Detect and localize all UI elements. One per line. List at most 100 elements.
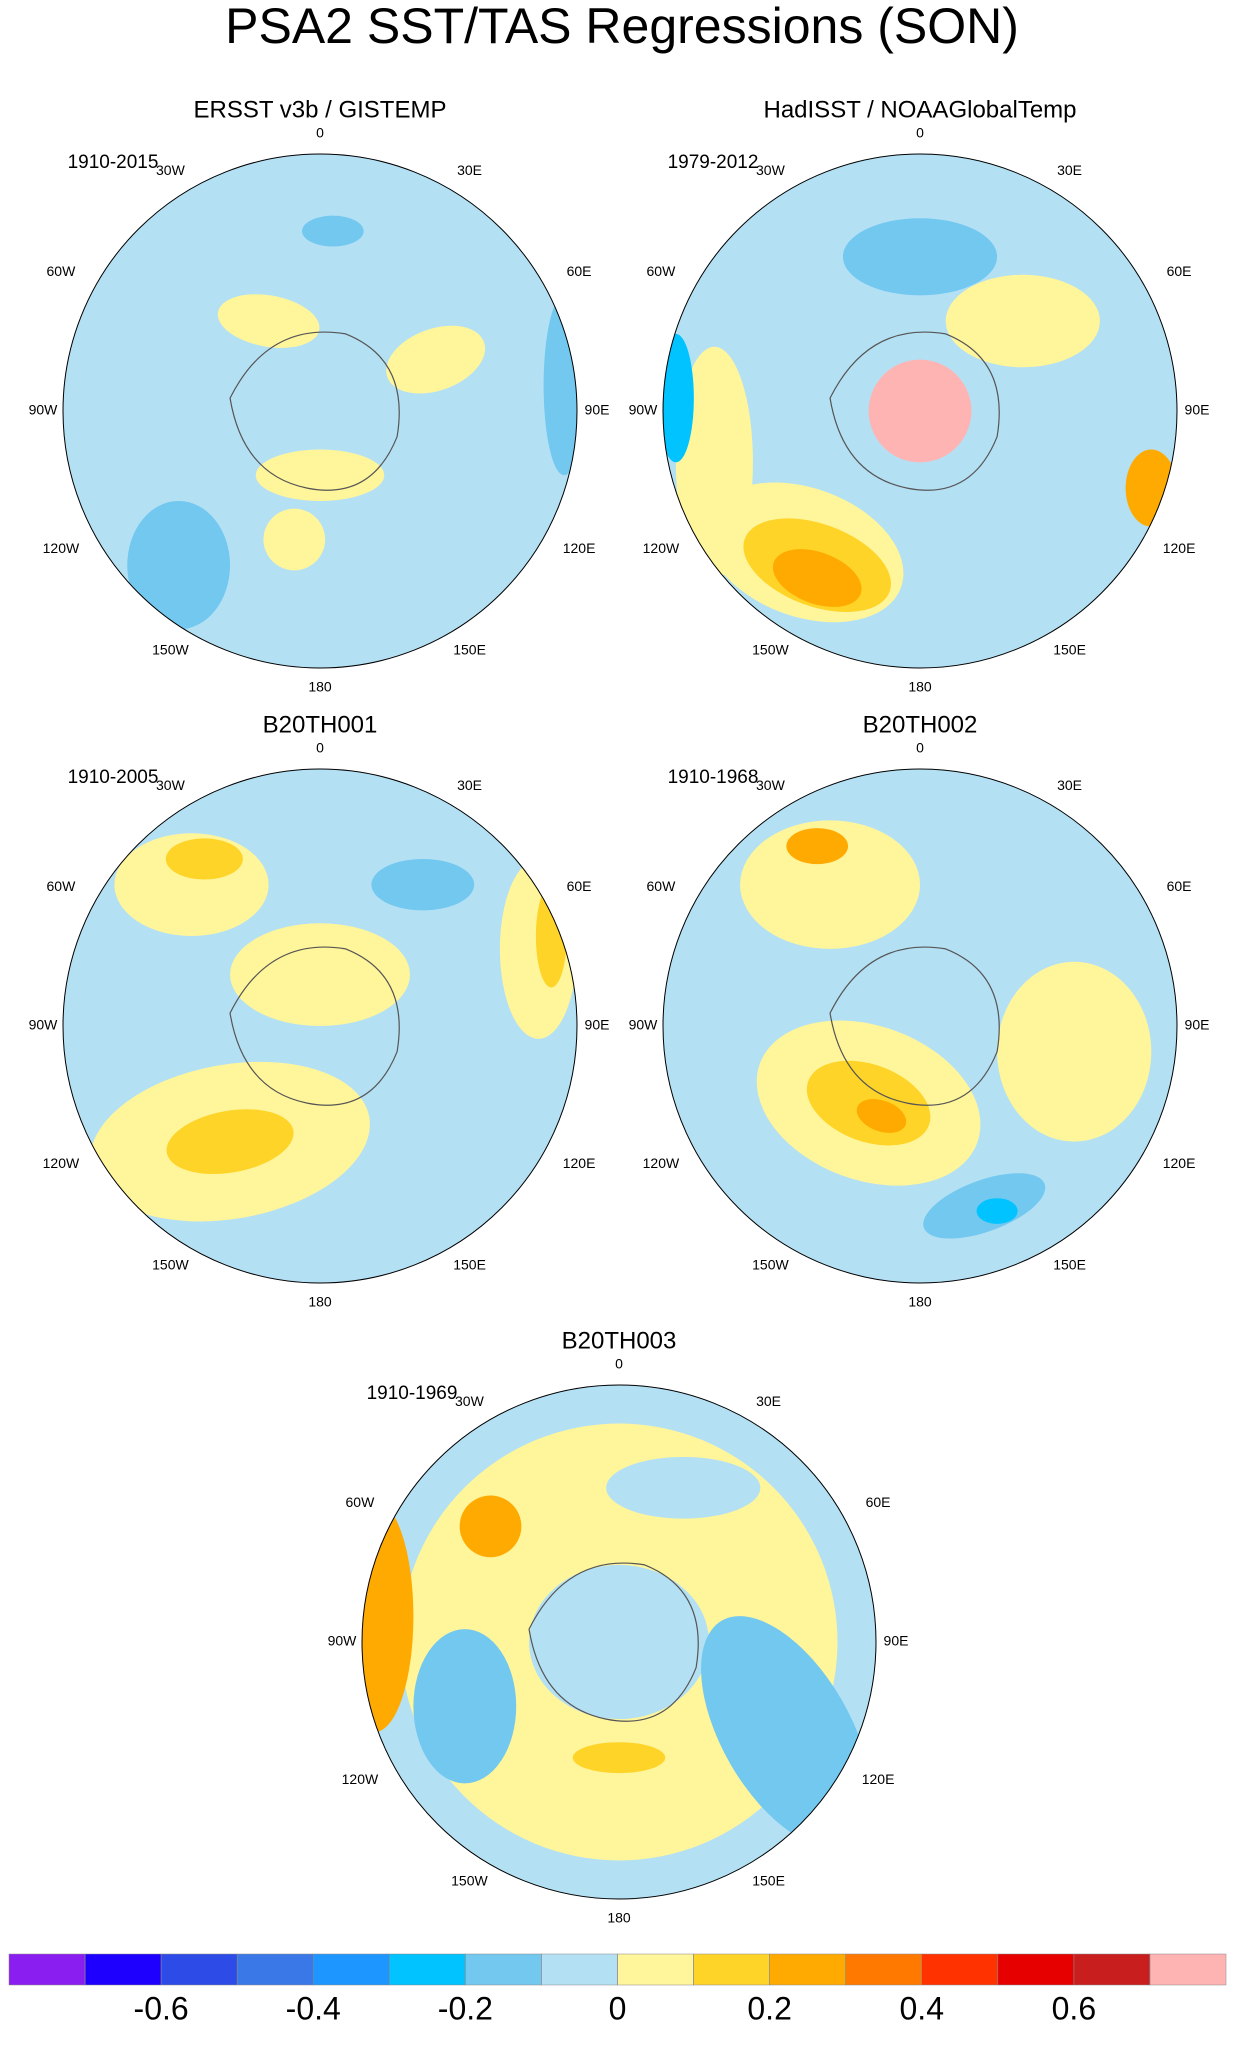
longitude-label: 60E — [1167, 263, 1192, 279]
map-panel: 0 30E 60E 90E 120E 150E 180 150W 120W 90W 60W 30W Ha… — [629, 96, 1210, 694]
longitude-label: 150E — [1053, 642, 1086, 658]
longitude-label: 30E — [457, 162, 482, 178]
colorbar-box — [1073, 1953, 1151, 1986]
longitude-label: 30E — [1057, 777, 1082, 793]
contour-region — [675, 346, 753, 579]
longitude-label: 60E — [567, 878, 592, 894]
map-border — [62, 768, 578, 1284]
longitude-label: 90W — [629, 402, 659, 418]
contour-region — [945, 274, 1100, 368]
longitude-label: 90E — [585, 1017, 610, 1033]
colorbar-tick-label: 0.4 — [900, 1990, 944, 2026]
longitude-label: 180 — [908, 679, 932, 695]
contour-region — [786, 828, 849, 865]
longitude-label: 30W — [756, 777, 786, 793]
colorbar-tick-label: -0.2 — [438, 1990, 493, 2026]
longitude-label: 90E — [1185, 1017, 1210, 1033]
colorbar-box — [313, 1953, 390, 1986]
colorbar-box — [541, 1953, 618, 1986]
longitude-label: 0 — [615, 1356, 623, 1372]
colorbar-box — [845, 1953, 922, 1986]
colorbar-box — [8, 1953, 86, 1986]
panel-period: 1979-2012 — [668, 152, 759, 173]
contour-region — [166, 1109, 294, 1175]
contour-region — [127, 500, 231, 630]
contours — [127, 215, 577, 630]
contour-region — [413, 1629, 517, 1784]
contour-region — [459, 1495, 522, 1558]
longitude-label: 120E — [563, 540, 596, 556]
colorbar-box — [769, 1953, 846, 1986]
longitude-label: 60W — [647, 263, 677, 279]
contour-region — [362, 1500, 414, 1732]
map-border — [361, 1384, 877, 1900]
colorbar-tick-label: -0.4 — [286, 1990, 341, 2026]
contour-region — [772, 549, 862, 607]
longitude-label: 120W — [43, 1155, 80, 1171]
longitude-label: 30E — [457, 777, 482, 793]
longitude-label: 30E — [1057, 162, 1082, 178]
longitude-label: 60W — [647, 878, 677, 894]
antarctica-coast — [829, 331, 1000, 491]
colorbar-tick-label: 0.2 — [747, 1990, 791, 2026]
longitude-label: 180 — [308, 1294, 332, 1310]
colorbar-box — [1149, 1953, 1227, 1986]
contours — [740, 820, 1152, 1239]
panel-period: 1910-2005 — [68, 767, 159, 788]
antarctica-coast — [528, 1562, 699, 1722]
longitude-label: 30W — [455, 1393, 485, 1409]
map-panel: 0 30E 60E 90E 120E 150E 180 150W 120W 90W 60W 30W B2… — [29, 711, 610, 1309]
longitude-label: 30W — [756, 162, 786, 178]
antarctica-coast — [229, 946, 400, 1106]
longitude-label: 150W — [752, 1257, 789, 1273]
longitude-label: 30W — [156, 162, 186, 178]
colorbar-box — [921, 1953, 999, 1986]
longitude-label: 60E — [1167, 878, 1192, 894]
longitude-label: 0 — [316, 740, 324, 756]
panel-period: 1910-1968 — [668, 767, 759, 788]
longitude-label: 60W — [47, 263, 77, 279]
figure-title: PSA2 SST/TAS Regressions (SON) — [225, 0, 1019, 54]
colorbar-box — [693, 1953, 770, 1986]
colorbar-tick-label: 0.6 — [1052, 1990, 1096, 2026]
map-border — [662, 768, 1178, 1284]
longitude-label: 90W — [328, 1633, 358, 1649]
panel-title: ERSST v3b / GISTEMP — [194, 96, 447, 123]
antarctica-coast — [229, 331, 400, 491]
longitude-label: 120W — [342, 1771, 379, 1787]
panel-title: B20TH003 — [562, 1327, 677, 1354]
contour-region — [868, 359, 972, 463]
contour-region — [230, 923, 410, 1026]
colorbar-box — [465, 1953, 542, 1986]
contour-region — [842, 218, 998, 296]
longitude-label: 180 — [308, 679, 332, 695]
contour-region — [535, 884, 567, 988]
colorbar-box — [84, 1953, 162, 1986]
longitude-label: 90W — [29, 402, 59, 418]
map-panel: 0 30E 60E 90E 120E 150E 180 150W 120W 90W 60W 30W ER… — [29, 96, 610, 694]
longitude-label: 120E — [563, 1155, 596, 1171]
contour-region — [606, 1456, 761, 1519]
longitude-label: 150E — [453, 1257, 486, 1273]
longitude-label: 60E — [567, 263, 592, 279]
colorbar-box — [160, 1953, 238, 1986]
longitude-label: 0 — [916, 740, 924, 756]
longitude-label: 90W — [29, 1017, 59, 1033]
contour-region — [543, 295, 577, 476]
contour-region — [386, 325, 486, 394]
colorbar-box — [236, 1953, 314, 1986]
longitude-label: 90E — [1185, 402, 1210, 418]
colorbar-box — [617, 1953, 694, 1986]
longitude-label: 150W — [451, 1873, 488, 1889]
longitude-label: 180 — [908, 1294, 932, 1310]
contour-region — [976, 1198, 1018, 1224]
contour-region — [529, 1564, 709, 1720]
longitude-label: 150W — [152, 1257, 189, 1273]
longitude-label: 120W — [43, 540, 80, 556]
contour-region — [371, 858, 475, 911]
longitude-label: 150W — [752, 642, 789, 658]
longitude-label: 120W — [643, 1155, 680, 1171]
antarctica-coast — [829, 946, 1000, 1106]
panel-period: 1910-2015 — [68, 152, 159, 173]
